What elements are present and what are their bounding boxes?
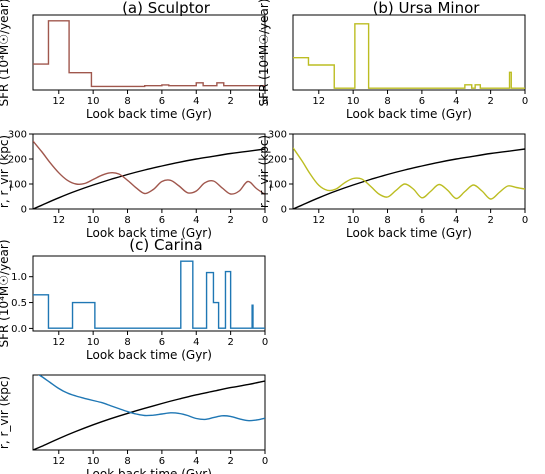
x-tick-label: 8 xyxy=(384,96,390,107)
plot-frame xyxy=(32,133,266,210)
y-tick-label: 100 xyxy=(8,180,27,191)
rvir-series xyxy=(33,380,265,450)
rvir-series xyxy=(33,148,265,209)
y-tick-label: 0.5 xyxy=(11,298,27,309)
y-tick-label: 300 xyxy=(268,130,287,141)
sfr-plot: 12 10 8 6 4 2 0 Look back time (Gyr) SFR (10⁴M☉/… xyxy=(257,0,528,121)
sfr-series xyxy=(33,260,265,329)
y-tick-label: 100 xyxy=(268,180,287,191)
x-tick-label: 2 xyxy=(227,215,233,226)
panel-carina: (c) Carina 12 10 8 6 4 2 0 0.0 0.5 1.0 Look back t… xyxy=(0,236,268,474)
x-tick-label: 8 xyxy=(124,215,130,226)
x-tick-label: 2 xyxy=(487,96,493,107)
x-tick-label: 10 xyxy=(87,456,100,467)
sfr-series xyxy=(33,20,265,88)
x-tick-label: 12 xyxy=(52,337,65,348)
x-tick-label: 10 xyxy=(87,96,100,107)
plot-frame xyxy=(292,133,526,210)
y-tick-label: 200 xyxy=(268,155,287,166)
y-tick-label: 1.0 xyxy=(11,272,27,283)
x-tick-label: 10 xyxy=(347,215,360,226)
x-tick-label: 6 xyxy=(419,96,425,107)
y-tick-label: 200 xyxy=(8,155,27,166)
sfr-plot: 12 10 8 6 4 2 0 0.0 0.5 1.0 Look back time (Gyr) SF… xyxy=(0,239,268,362)
y-axis-label: r, r_vir (kpc) xyxy=(0,135,11,208)
x-tick-label: 10 xyxy=(87,215,100,226)
x-tick-label: 8 xyxy=(124,96,130,107)
x-tick-label: 12 xyxy=(52,96,65,107)
x-tick-label: 4 xyxy=(453,215,459,226)
x-tick-label: 0 xyxy=(262,456,268,467)
rvir-series xyxy=(293,148,525,209)
panel-title: (c) Carina xyxy=(129,236,202,254)
x-tick-label: 8 xyxy=(384,215,390,226)
x-tick-label: 12 xyxy=(52,456,65,467)
x-axis-label: Look back time (Gyr) xyxy=(346,226,472,240)
y-tick-label: 300 xyxy=(8,130,27,141)
x-tick-label: 4 xyxy=(193,337,199,348)
x-tick-label: 2 xyxy=(227,456,233,467)
x-tick-label: 0 xyxy=(262,337,268,348)
y-tick-label: 0 xyxy=(281,205,287,216)
x-tick-label: 6 xyxy=(159,215,165,226)
x-tick-label: 2 xyxy=(227,96,233,107)
x-tick-label: 12 xyxy=(312,96,325,107)
sfr-plot: 12 10 8 6 4 2 0 Look back time (Gyr) SFR (10⁴M☉/… xyxy=(0,0,268,121)
x-tick-label: 0 xyxy=(262,96,268,107)
x-axis-label: Look back time (Gyr) xyxy=(86,467,212,474)
plot-frame xyxy=(32,14,266,91)
y-tick-label: 0 xyxy=(21,205,27,216)
y-axis-label: SFR (10⁴M☉/year) xyxy=(0,0,11,107)
x-tick-label: 4 xyxy=(453,96,459,107)
plot-frame xyxy=(32,374,266,451)
plot-frame xyxy=(292,14,526,91)
panel-sculptor: (a) Sculptor 12 10 8 6 4 2 0 Look back time (Gy… xyxy=(0,0,268,240)
y-axis-label: SFR (10⁴M☉/year) xyxy=(0,239,11,347)
r-series xyxy=(37,375,265,422)
panel-ursa-minor: (b) Ursa Minor 12 10 8 6 4 2 0 Look back time (… xyxy=(257,0,528,240)
x-tick-label: 12 xyxy=(312,215,325,226)
r-series xyxy=(293,147,525,200)
plot-frame xyxy=(32,255,266,332)
x-tick-label: 4 xyxy=(193,215,199,226)
x-tick-label: 10 xyxy=(87,337,100,348)
x-tick-label: 12 xyxy=(52,215,65,226)
x-axis-label: Look back time (Gyr) xyxy=(86,226,212,240)
x-tick-label: 8 xyxy=(124,456,130,467)
y-axis-label: r, r_vir (kpc) xyxy=(257,135,271,208)
x-tick-label: 4 xyxy=(193,96,199,107)
x-tick-label: 8 xyxy=(124,337,130,348)
x-tick-label: 0 xyxy=(522,215,528,226)
r-series xyxy=(33,140,265,196)
y-axis-label: r, r_vir (kpc) xyxy=(0,376,11,449)
x-tick-label: 6 xyxy=(159,456,165,467)
x-axis-label: Look back time (Gyr) xyxy=(86,107,212,121)
x-tick-label: 0 xyxy=(522,96,528,107)
x-tick-label: 6 xyxy=(419,215,425,226)
x-tick-label: 2 xyxy=(487,215,493,226)
panel-title: (b) Ursa Minor xyxy=(373,0,481,17)
x-tick-label: 6 xyxy=(159,96,165,107)
x-axis-label: Look back time (Gyr) xyxy=(346,107,472,121)
x-tick-label: 4 xyxy=(193,456,199,467)
panel-title: (a) Sculptor xyxy=(122,0,211,17)
x-tick-label: 6 xyxy=(159,337,165,348)
x-axis-label: Look back time (Gyr) xyxy=(86,348,212,362)
y-axis-label: SFR (10⁴M☉/year) xyxy=(257,0,271,107)
sfr-series xyxy=(293,23,525,89)
y-tick-label: 0.0 xyxy=(11,324,27,335)
x-tick-label: 2 xyxy=(227,337,233,348)
x-tick-label: 10 xyxy=(347,96,360,107)
x-tick-label: 0 xyxy=(262,215,268,226)
orbit-plot: 12 10 8 6 4 2 0 Look back time (Gyr) r, r_vir (k… xyxy=(0,374,268,474)
